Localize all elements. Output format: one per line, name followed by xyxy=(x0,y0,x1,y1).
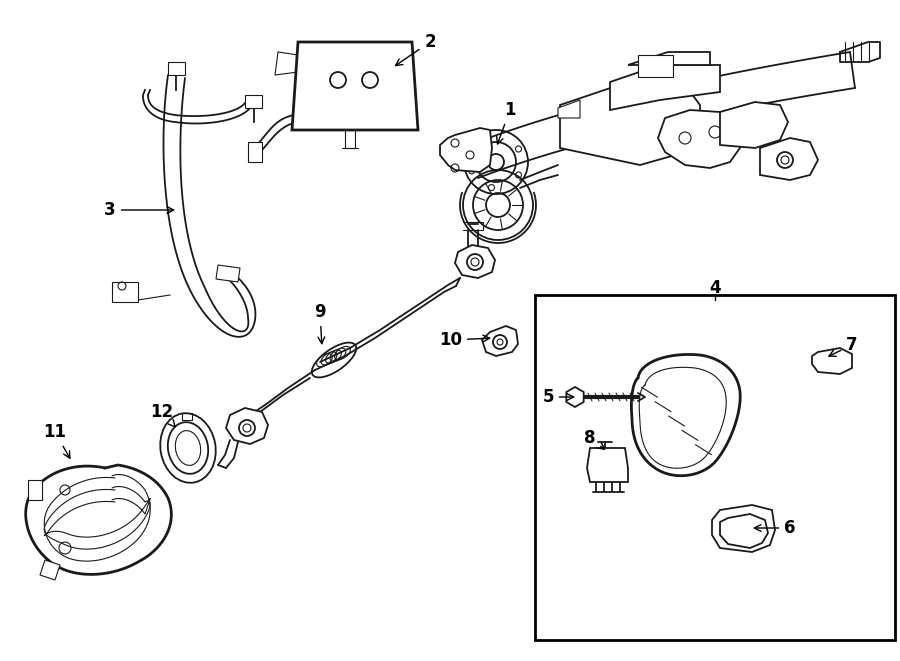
Polygon shape xyxy=(720,102,788,148)
Text: 2: 2 xyxy=(396,33,436,65)
Polygon shape xyxy=(482,326,518,356)
Polygon shape xyxy=(248,142,262,162)
Polygon shape xyxy=(720,514,768,548)
Text: 9: 9 xyxy=(314,303,326,344)
Text: 11: 11 xyxy=(43,423,70,458)
Polygon shape xyxy=(587,448,628,482)
Polygon shape xyxy=(812,348,852,374)
Text: 8: 8 xyxy=(584,429,605,449)
Text: 7: 7 xyxy=(829,336,858,356)
Text: 12: 12 xyxy=(150,403,176,427)
Polygon shape xyxy=(712,505,775,552)
Polygon shape xyxy=(216,265,240,282)
Text: 4: 4 xyxy=(709,279,721,297)
Polygon shape xyxy=(610,65,720,110)
Polygon shape xyxy=(292,42,418,130)
Polygon shape xyxy=(558,100,580,118)
Polygon shape xyxy=(560,78,700,165)
Polygon shape xyxy=(40,560,60,580)
Text: 3: 3 xyxy=(104,201,174,219)
Text: 1: 1 xyxy=(497,101,516,144)
Text: 10: 10 xyxy=(439,331,490,349)
Polygon shape xyxy=(112,282,138,302)
Polygon shape xyxy=(245,95,262,108)
Polygon shape xyxy=(168,62,185,75)
Polygon shape xyxy=(566,387,584,407)
Polygon shape xyxy=(760,138,818,180)
Bar xyxy=(535,295,895,640)
Polygon shape xyxy=(628,52,710,65)
Polygon shape xyxy=(28,480,42,500)
Polygon shape xyxy=(455,245,495,278)
Text: 5: 5 xyxy=(542,388,573,406)
Polygon shape xyxy=(658,110,742,168)
Polygon shape xyxy=(440,128,492,172)
Polygon shape xyxy=(226,408,268,444)
Text: 6: 6 xyxy=(754,519,796,537)
Bar xyxy=(638,55,673,77)
